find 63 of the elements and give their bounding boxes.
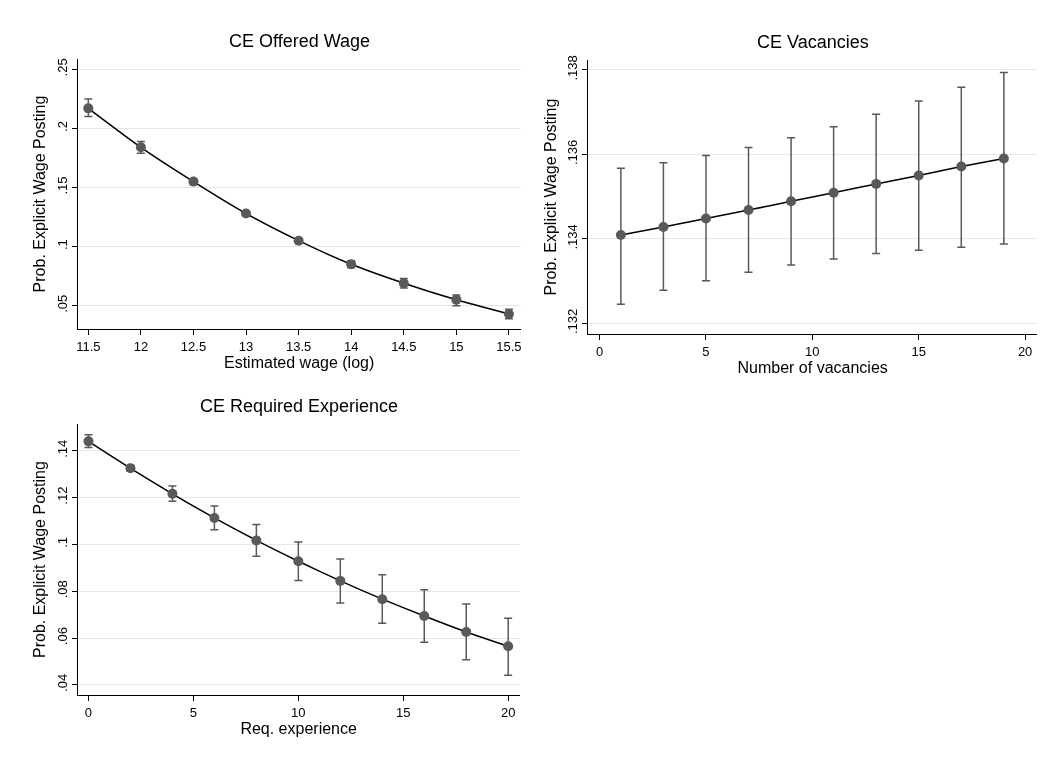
y-axis-title: Prob. Explicit Wage Posting: [31, 461, 49, 659]
point: [461, 626, 472, 637]
x-tick-label: 5: [189, 704, 198, 720]
x-axis-title: Number of vacancies: [737, 358, 888, 376]
y-tick-label: .2: [54, 121, 70, 132]
y-tick-label: .06: [54, 627, 70, 646]
point: [83, 103, 94, 114]
chart-title: CE Vacancies: [757, 32, 869, 52]
point: [293, 556, 304, 567]
point: [251, 535, 262, 546]
y-tick-label: .15: [54, 176, 70, 195]
y-axis-title: Prob. Explicit Wage Posting: [31, 95, 49, 293]
point: [209, 512, 220, 523]
x-tick-label: 12: [133, 338, 149, 354]
x-tick-label: 5: [702, 343, 710, 359]
x-tick-label: 15.5: [496, 338, 522, 354]
y-tick-label: .08: [54, 580, 70, 599]
point: [828, 187, 839, 198]
x-tick-label: 15: [911, 343, 926, 359]
point: [419, 611, 430, 622]
y-tick-label: .136: [565, 139, 581, 166]
point: [335, 575, 346, 586]
y-tick-label: .25: [54, 58, 70, 77]
y-tick-label: .138: [565, 55, 581, 81]
x-tick-label: 10: [291, 704, 306, 720]
point: [743, 205, 754, 216]
point: [658, 221, 669, 232]
y-tick-label: .1: [54, 239, 70, 251]
x-tick-label: 0: [84, 704, 93, 720]
y-tick-label: .132: [565, 308, 581, 334]
y-tick-label: .12: [54, 486, 70, 505]
x-axis-title: Estimated wage (log): [224, 353, 375, 371]
x-tick-label: 15: [396, 704, 411, 720]
point: [913, 170, 924, 181]
x-tick-label: 13.5: [285, 338, 312, 354]
point: [786, 196, 797, 207]
x-tick-label: 15: [449, 338, 464, 354]
y-axis-title: Prob. Explicit Wage Posting: [542, 98, 560, 296]
x-tick-label: 14: [343, 338, 359, 354]
y-tick-label: .05: [54, 294, 70, 313]
y-tick-label: .14: [54, 439, 70, 458]
x-tick-label: 10: [805, 343, 820, 359]
point: [700, 213, 711, 224]
y-tick-label: .04: [54, 673, 70, 692]
chart-title: CE Offered Wage: [229, 31, 371, 51]
point: [503, 641, 514, 652]
point: [956, 161, 967, 172]
chart-title: CE Required Experience: [200, 396, 399, 416]
x-tick-label: 13: [238, 338, 254, 354]
point: [377, 594, 388, 605]
y-tick-label: .1: [54, 537, 70, 548]
point: [615, 230, 626, 240]
x-tick-label: 14.5: [391, 338, 417, 354]
point: [167, 488, 178, 499]
x-tick-label: 11.5: [76, 338, 101, 354]
point: [998, 153, 1009, 164]
x-axis-title: Req. experience: [240, 719, 358, 737]
x-tick-label: 20: [1017, 343, 1033, 359]
point: [871, 178, 882, 189]
x-tick-label: 12.5: [180, 338, 207, 354]
x-tick-label: 0: [595, 343, 604, 359]
y-tick-label: .134: [565, 224, 581, 250]
x-tick-label: 20: [500, 704, 516, 720]
